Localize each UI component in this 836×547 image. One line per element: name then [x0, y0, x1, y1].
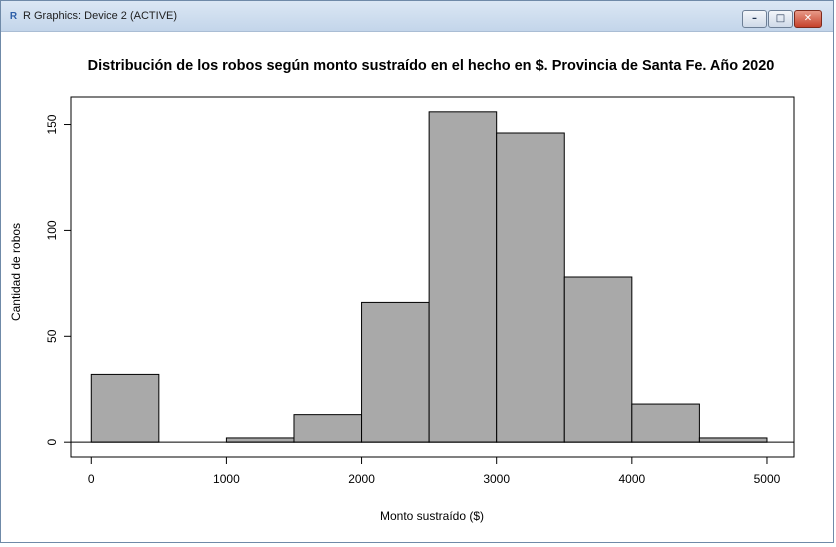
y-tick-label-3: 150	[45, 114, 59, 134]
x-tick-label-1: 1000	[213, 472, 240, 486]
maximize-button[interactable]: □	[768, 10, 793, 28]
r-logo-icon: R	[9, 11, 18, 22]
minimize-button[interactable]: –	[742, 10, 767, 28]
y-tick-label-2: 100	[45, 220, 59, 240]
histogram-bars	[90, 111, 768, 443]
histogram-bar-0	[90, 373, 160, 443]
plot-area: Distribución de los robos según monto su…	[1, 32, 833, 542]
y-axis-label: Cantidad de robos	[9, 223, 23, 321]
histogram-bar-9	[698, 437, 768, 443]
x-axis: 0 1000 2000 3000 4000 5000	[88, 457, 781, 486]
window-title: R Graphics: Device 2 (ACTIVE)	[23, 10, 178, 22]
minimize-icon: –	[752, 13, 757, 24]
chart-title: Distribución de los robos según monto su…	[88, 58, 775, 74]
histogram-bar-3	[293, 414, 363, 443]
close-button[interactable]: ✕	[794, 10, 822, 28]
x-tick-label-5: 5000	[754, 472, 781, 486]
x-tick-label-2: 2000	[348, 472, 375, 486]
x-tick-label-4: 4000	[618, 472, 645, 486]
histogram-bar-8	[631, 403, 700, 443]
histogram-chart: Distribución de los robos según monto su…	[9, 58, 795, 523]
y-axis: 0 50 100 150	[45, 114, 71, 446]
y-tick-label-1: 50	[45, 329, 59, 343]
histogram-bar-7	[563, 276, 633, 443]
window-titlebar[interactable]: R R Graphics: Device 2 (ACTIVE) – □ ✕	[1, 1, 833, 32]
maximize-icon: □	[775, 13, 786, 24]
plot-frame	[70, 96, 795, 458]
x-axis-label: Monto sustraído ($)	[380, 509, 484, 523]
x-tick-label-3: 3000	[483, 472, 510, 486]
x-tick-label-0: 0	[88, 472, 95, 486]
histogram-bar-5	[428, 111, 498, 443]
y-tick-label-0: 0	[45, 439, 59, 446]
histogram-bar-6	[496, 132, 565, 443]
histogram-bar-2	[225, 437, 295, 443]
histogram-bar-4	[361, 301, 430, 443]
close-icon: ✕	[803, 13, 813, 24]
